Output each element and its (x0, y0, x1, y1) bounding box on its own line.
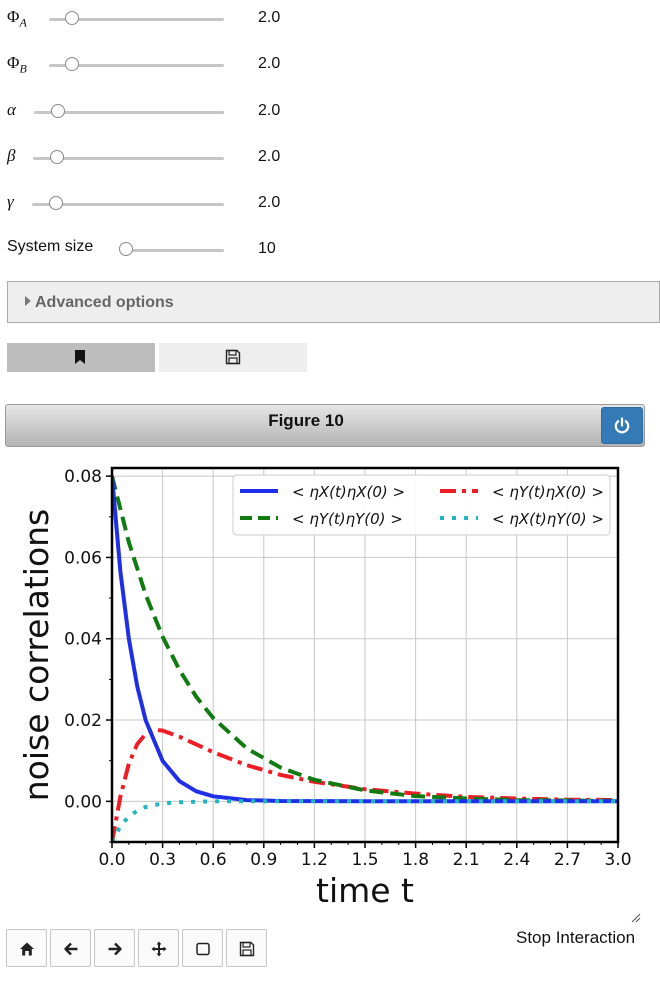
legend-label-1: < ηY(t)ηX(0) > (492, 483, 604, 501)
slider-thumb[interactable] (64, 57, 79, 71)
download-button[interactable] (226, 929, 267, 967)
slider-row-0: ΦA 2.0 (0, 2, 660, 32)
slider-symbol: Φ (7, 7, 20, 26)
home-icon (20, 942, 34, 956)
power-icon (614, 417, 630, 434)
slider-row-2: α 2.0 (0, 95, 660, 125)
home-button[interactable] (6, 929, 47, 967)
slider-symbol: β (7, 146, 16, 165)
advanced-options-title: Advanced options (35, 294, 174, 311)
figure-header: Figure 10 (5, 404, 645, 447)
slider-system-size: System size 10 (0, 233, 660, 263)
stop-interaction-button[interactable]: Stop Interaction (516, 928, 636, 947)
advanced-options-accordion[interactable]: Advanced options (7, 281, 660, 323)
legend-box (232, 474, 611, 536)
slider-track-system-size[interactable] (121, 249, 224, 252)
x-tick-label: 0.3 (149, 850, 176, 870)
slider-label: β (7, 146, 15, 166)
slider-track[interactable] (32, 203, 224, 206)
slider-subscript: A (19, 15, 27, 30)
x-tick-label: 0.0 (98, 850, 125, 870)
slider-symbol: α (7, 100, 16, 119)
bookmark-icon (75, 350, 85, 364)
x-tick-label: 2.1 (453, 850, 480, 870)
slider-track[interactable] (49, 18, 224, 21)
slider-value: 2.0 (258, 102, 281, 119)
y-tick-label: 0.02 (64, 711, 102, 731)
y-tick-label: 0.06 (64, 548, 102, 568)
caret-right-icon (25, 296, 31, 306)
slider-thumb[interactable] (64, 11, 79, 25)
legend-label-3: < ηX(t)ηY(0) > (492, 510, 604, 528)
slider-label: α (7, 100, 16, 120)
slider-track[interactable] (49, 64, 224, 67)
y-tick-label: 0.08 (64, 467, 102, 487)
pan-button[interactable] (138, 929, 179, 967)
slider-thumb[interactable] (50, 150, 65, 164)
slider-symbol: Φ (7, 53, 20, 72)
slider-label: γ (7, 192, 14, 212)
x-axis-label: time t (316, 871, 414, 910)
bookmark-toggle-button[interactable] (7, 343, 155, 372)
slider-value-system-size: 10 (258, 240, 276, 257)
x-tick-label: 0.6 (200, 850, 227, 870)
figure-title: Figure 10 (268, 411, 344, 430)
slider-subscript: B (19, 61, 27, 76)
zoom-rect-button[interactable] (182, 929, 223, 967)
noise-correlations-chart[interactable]: 0.0 0.3 0.6 0.9 1.2 1.5 1.8 2.1 2.4 2.7 3.0 0.00 0.0… (0, 455, 650, 915)
back-button[interactable] (50, 929, 91, 967)
y-tick-label: 0.04 (64, 630, 102, 650)
y-axis-label: noise correlations (17, 509, 56, 802)
zoom-rect-icon (196, 942, 210, 956)
slider-row-1: ΦB 2.0 (0, 48, 660, 78)
series-line-1 (112, 727, 618, 842)
slider-track[interactable] (33, 157, 224, 160)
forward-button[interactable] (94, 929, 135, 967)
slider-thumb[interactable] (51, 104, 65, 118)
save-toggle-button[interactable] (159, 343, 307, 372)
legend-label-0: < ηX(t)ηX(0) > (292, 483, 405, 501)
slider-row-3: β 2.0 (0, 141, 660, 171)
y-tick-label: 0.00 (64, 792, 102, 812)
slider-value: 2.0 (258, 148, 281, 165)
x-tick-label: 2.4 (503, 850, 530, 870)
x-tick-label: 1.8 (402, 850, 429, 870)
slider-label: ΦA (7, 7, 27, 30)
move-icon (151, 941, 167, 957)
close-figure-button[interactable] (601, 407, 643, 444)
slider-thumb[interactable] (49, 196, 64, 210)
slider-label-system-size: System size (7, 238, 94, 255)
series-line-3 (112, 799, 618, 842)
x-tick-label: 2.7 (554, 850, 581, 870)
save-icon (239, 941, 255, 957)
x-tick-label: 3.0 (604, 850, 631, 870)
arrow-right-icon (108, 942, 122, 956)
slider-value: 2.0 (258, 194, 281, 211)
x-tick-label: 1.2 (301, 850, 328, 870)
save-icon (225, 349, 241, 365)
slider-row-4: γ 2.0 (0, 187, 660, 217)
legend-label-2: < ηY(t)ηY(0) > (292, 510, 403, 528)
slider-label: ΦB (7, 53, 27, 76)
resize-grip-icon[interactable] (629, 911, 641, 923)
slider-thumb-system-size[interactable] (119, 242, 133, 256)
slider-symbol: γ (7, 192, 14, 211)
slider-track[interactable] (34, 111, 224, 114)
arrow-left-icon (64, 942, 78, 956)
x-tick-label: 0.9 (250, 850, 277, 870)
x-tick-label: 1.5 (351, 850, 378, 870)
slider-value: 2.0 (258, 9, 281, 26)
slider-value: 2.0 (258, 55, 281, 72)
